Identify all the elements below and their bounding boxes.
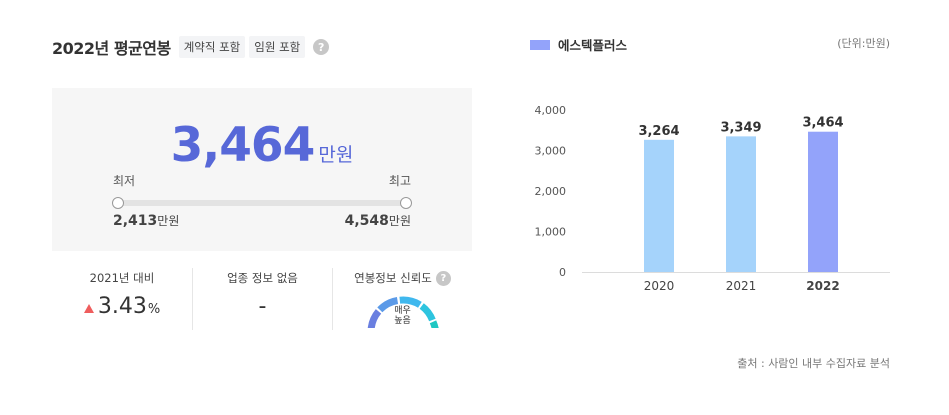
y-tick-label: 3,000 [535, 145, 567, 158]
max-knob [400, 197, 412, 209]
min-value-number: 2,413 [113, 213, 158, 229]
growth-stat: 2021년 대비 3.43 % [52, 268, 192, 330]
reliability-value: 매우 높음 [363, 306, 443, 326]
chart-unit: (단위:만원) [837, 37, 890, 50]
growth-label: 2021년 대비 [89, 271, 155, 285]
reliability-label: 연봉정보 신뢰도 [354, 271, 432, 285]
bar-value-label: 3,264 [638, 124, 679, 139]
chart-panel: 에스텍플러스 (단위:만원) 4,000 3,000 2,000 1,000 0 3,26… [530, 0, 890, 415]
max-label: 최고 [388, 174, 411, 188]
growth-value: 3.43 [97, 294, 147, 319]
min-knob [112, 197, 124, 209]
min-label: 최저 [113, 174, 136, 188]
legend-swatch [530, 39, 550, 50]
stats-row: 2021년 대비 3.43 % 업종 정보 없음 - 연봉정보 신뢰도 ? [52, 268, 472, 330]
salary-bar-chart: 4,000 3,000 2,000 1,000 0 3,264 2020 3,349 2021 3… [535, 104, 890, 293]
bar-value-label: 3,349 [720, 120, 761, 135]
y-tick-label: 2,000 [535, 185, 567, 198]
min-value: 2,413만원 [113, 212, 179, 229]
x-tick-label: 2022 [806, 279, 839, 293]
tag-contract: 계약직 포함 [178, 36, 246, 58]
average-salary: 3,464 만원 [52, 118, 472, 173]
max-value: 4,548만원 [345, 212, 411, 229]
max-value-number: 4,548 [344, 213, 389, 229]
average-salary-unit: 만원 [318, 144, 354, 166]
reliability-gauge: 매우 높음 [363, 292, 443, 328]
average-salary-box: 3,464 만원 최저 최고 2,413만원 4,548만원 [52, 88, 472, 251]
reliability-value-line1: 매우 [394, 306, 411, 316]
growth-percent-sign: % [147, 302, 161, 317]
help-icon[interactable]: ? [313, 39, 330, 55]
salary-panel: 2022년 평균연봉 계약직 포함 임원 포함 ? 3,464 만원 최저 최고 … [52, 0, 472, 415]
chart-legend: 에스텍플러스 [530, 35, 627, 54]
y-tick-label: 4,000 [535, 104, 567, 117]
industry-value: - [258, 294, 267, 319]
source-note: 출처 : 사람인 내부 수집자료 분석 [737, 357, 890, 370]
title-row: 2022년 평균연봉 계약직 포함 임원 포함 ? [52, 35, 330, 59]
min-value-unit: 만원 [157, 214, 180, 228]
legend-label: 에스텍플러스 [558, 38, 628, 53]
up-triangle-icon [83, 304, 94, 313]
salary-range-track [112, 197, 412, 209]
y-tick-label: 0 [559, 266, 566, 279]
max-value-unit: 만원 [388, 214, 411, 228]
tag-executive: 임원 포함 [249, 36, 306, 58]
reliability-stat: 연봉정보 신뢰도 ? 매우 높음 [332, 268, 472, 330]
bar-value-label: 3,464 [802, 116, 843, 131]
growth-value-row: 3.43 % [52, 294, 192, 319]
average-salary-value: 3,464 [170, 118, 316, 173]
page-title: 2022년 평균연봉 [52, 39, 171, 58]
x-tick-label: 2021 [726, 279, 757, 293]
industry-stat: 업종 정보 없음 - [192, 268, 332, 330]
reliability-value-line2: 높음 [394, 316, 411, 326]
industry-label: 업종 정보 없음 [227, 271, 298, 285]
gauge-arc [367, 296, 439, 328]
bar-2020 [644, 139, 674, 272]
y-tick-label: 1,000 [535, 226, 567, 239]
reliability-help-icon[interactable]: ? [435, 270, 451, 286]
bar-2022 [808, 131, 838, 272]
x-tick-label: 2020 [644, 279, 675, 293]
reliability-label-row: 연봉정보 신뢰도 ? [333, 270, 472, 286]
bar-2021 [726, 136, 756, 272]
